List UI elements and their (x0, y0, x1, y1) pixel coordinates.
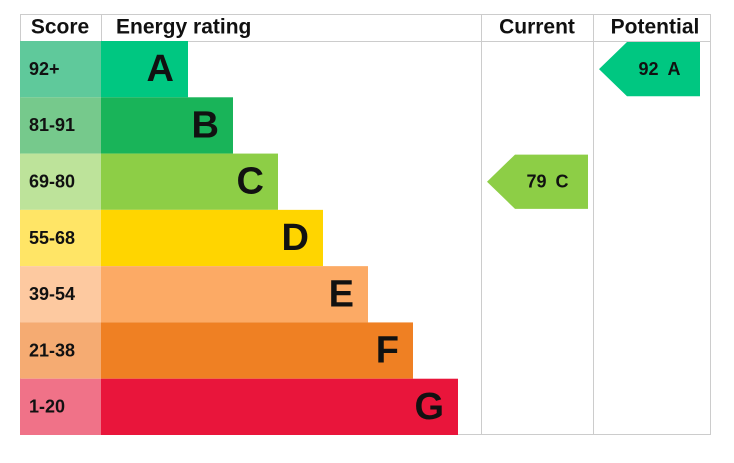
rating-letter: E (329, 273, 354, 315)
score-range: 39-54 (29, 284, 75, 304)
rating-letter: A (147, 48, 174, 90)
score-range: 92+ (29, 59, 60, 79)
header-rating: Energy rating (116, 16, 251, 39)
rating-letter: G (414, 386, 444, 428)
rating-bar (101, 209, 323, 267)
score-cell (20, 266, 101, 323)
score-range: 1-20 (29, 397, 65, 417)
score-cell (20, 322, 101, 379)
score-range: 55-68 (29, 228, 75, 248)
rating-bar (101, 153, 278, 210)
score-range: 21-38 (29, 340, 75, 360)
current-letter: C (556, 171, 569, 191)
current-value: 79 (526, 171, 546, 191)
rating-letter: F (376, 330, 399, 372)
rating-letter: B (192, 104, 219, 146)
score-cell (20, 153, 101, 210)
header-potential: Potential (611, 16, 700, 39)
score-range: 81-91 (29, 115, 75, 135)
rating-bar (101, 378, 458, 435)
rating-letter: C (237, 161, 264, 203)
potential-label: 92 A (638, 59, 680, 79)
rating-bar (101, 97, 233, 154)
rating-bar (101, 266, 368, 323)
score-cell (20, 97, 101, 154)
potential-arrow (599, 42, 700, 97)
potential-value: 92 (638, 59, 658, 79)
rating-letter: D (282, 217, 309, 259)
potential-letter: A (668, 59, 681, 79)
rating-bar (101, 322, 413, 379)
score-cell (20, 41, 101, 98)
header-current: Current (499, 16, 575, 39)
score-cell (20, 378, 101, 435)
current-label: 79 C (526, 171, 568, 191)
score-range: 69-80 (29, 171, 75, 191)
header-score: Score (31, 16, 89, 39)
rating-bar (101, 41, 188, 98)
current-arrow (487, 154, 588, 209)
score-cell (20, 209, 101, 267)
